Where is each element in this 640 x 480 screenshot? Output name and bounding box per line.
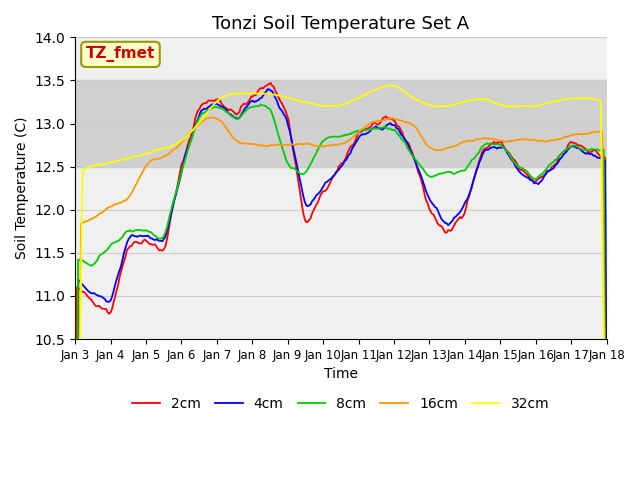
4cm [305,203,313,208]
Line: 32cm: 32cm [75,85,607,480]
Line: 2cm: 2cm [75,83,607,480]
4cm [230,114,237,120]
16cm [258,142,266,148]
32cm [136,153,144,158]
8cm [248,104,255,110]
8cm [258,102,266,108]
Title: Tonzi Soil Temperature Set A: Tonzi Soil Temperature Set A [212,15,470,33]
X-axis label: Time: Time [324,367,358,382]
32cm [304,99,312,105]
2cm [257,85,264,91]
4cm [264,86,271,92]
32cm [387,83,394,88]
8cm [136,227,144,233]
2cm [575,143,582,148]
2cm [267,80,275,86]
16cm [136,173,144,179]
16cm [305,141,313,147]
Text: TZ_fmet: TZ_fmet [86,47,155,62]
2cm [305,217,313,223]
Line: 4cm: 4cm [75,89,607,480]
32cm [257,91,264,96]
16cm [211,115,218,120]
4cm [257,96,264,101]
4cm [136,233,144,239]
4cm [248,98,255,104]
8cm [230,114,237,120]
16cm [249,141,257,147]
2cm [230,109,237,115]
Bar [75,81,607,167]
Line: 16cm: 16cm [75,118,607,480]
2cm [248,94,255,99]
8cm [305,164,313,170]
4cm [603,430,611,435]
Legend: 2cm, 4cm, 8cm, 16cm, 32cm: 2cm, 4cm, 8cm, 16cm, 32cm [127,391,555,417]
8cm [575,144,582,150]
8cm [257,102,264,108]
Line: 8cm: 8cm [75,105,607,480]
Y-axis label: Soil Temperature (C): Soil Temperature (C) [15,117,29,260]
32cm [575,96,582,101]
32cm [248,91,255,96]
32cm [230,91,237,96]
16cm [231,137,239,143]
16cm [575,131,582,137]
2cm [136,240,144,246]
4cm [575,145,582,151]
